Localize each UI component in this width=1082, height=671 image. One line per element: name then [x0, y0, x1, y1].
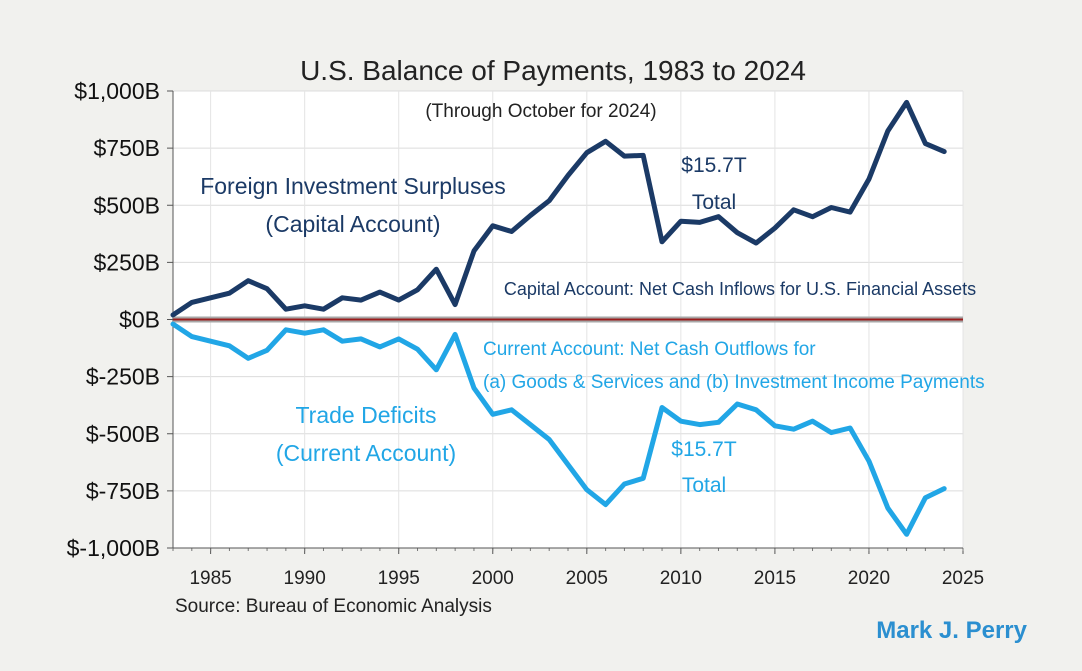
y-tick-label: $750B — [93, 135, 160, 161]
chart-title: U.S. Balance of Payments, 1983 to 2024 — [300, 55, 806, 86]
y-tick-label: $-750B — [86, 478, 160, 504]
annotation-current-account-label: (Current Account) — [276, 440, 456, 466]
y-tick-label: $-500B — [86, 421, 160, 447]
y-axis-ticks: $1,000B $750B $500B $250B $0B $-250B $-500B $-7… — [67, 78, 173, 561]
source-note: Source: Bureau of Economic Analysis — [175, 596, 492, 617]
y-tick-label: $0B — [119, 307, 160, 333]
x-tick-label: 2000 — [472, 568, 514, 589]
annotation-capital-account-label: (Capital Account) — [265, 211, 440, 237]
y-tick-label: $-1,000B — [67, 535, 160, 561]
chart-subtitle: (Through October for 2024) — [425, 101, 656, 122]
annotation-foreign-investment: Foreign Investment Surpluses — [200, 173, 506, 199]
annotation-current-total-amount: $15.7T — [671, 438, 737, 461]
x-tick-label: 1985 — [189, 568, 231, 589]
x-tick-label: 2005 — [566, 568, 608, 589]
annotation-capital-total-label: Total — [692, 191, 736, 214]
x-tick-label: 2020 — [848, 568, 890, 589]
current-account-line — [170, 321, 947, 537]
x-axis-ticks: 1985 1990 1995 2000 2005 2010 2015 2020 2025 — [172, 548, 984, 589]
author-credit: Mark J. Perry — [876, 617, 1027, 644]
annotation-capital-total-amount: $15.7T — [681, 154, 747, 177]
x-tick-label: 1990 — [284, 568, 326, 589]
annotation-current-description-1: Current Account: Net Cash Outflows for — [483, 339, 816, 360]
annotation-trade-deficits: Trade Deficits — [295, 402, 436, 428]
x-tick-label: 1995 — [378, 568, 420, 589]
x-tick-label: 2015 — [754, 568, 796, 589]
x-tick-label: 2025 — [942, 568, 984, 589]
annotation-capital-description: Capital Account: Net Cash Inflows for U.… — [504, 279, 976, 299]
zero-line — [173, 316, 963, 323]
annotation-current-total-label: Total — [682, 474, 726, 497]
capital-account-line — [170, 99, 947, 318]
y-tick-label: $500B — [93, 192, 160, 218]
series-lines — [170, 99, 947, 537]
y-tick-label: $1,000B — [74, 78, 160, 104]
annotation-current-description-2: (a) Goods & Services and (b) Investment … — [483, 372, 985, 393]
x-tick-label: 2010 — [660, 568, 702, 589]
y-tick-label: $250B — [93, 249, 160, 275]
y-tick-label: $-250B — [86, 364, 160, 390]
